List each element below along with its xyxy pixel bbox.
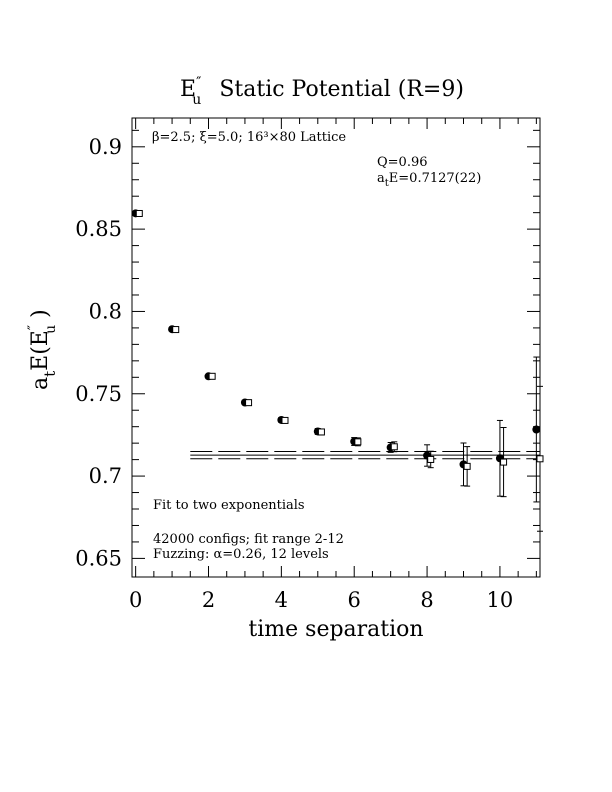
- chart-title: E″ u Static Potential (R=9): [180, 75, 464, 108]
- data-point-square: [354, 438, 362, 446]
- data-point-square: [245, 399, 253, 407]
- energy-annotation: atE=0.7127(22): [377, 171, 481, 189]
- tick-labels: 0 2 4 6 8 10 0.65 0.7 0.75 0.8 0.85 0.9: [75, 135, 513, 612]
- data-point-square: [281, 416, 289, 424]
- data-point-square: [390, 443, 398, 451]
- axis-ticks: [132, 118, 540, 577]
- x-tick-label: 2: [202, 588, 215, 612]
- fit-annotation: Fit to two exponentials: [153, 498, 305, 513]
- x-tick-label: 8: [420, 588, 433, 612]
- y-tick-label: 0.65: [75, 546, 122, 570]
- x-tick-label: 6: [348, 588, 361, 612]
- data-point-square: [427, 455, 435, 463]
- data-point-square: [317, 428, 325, 436]
- configs-annotation: 42000 configs; fit range 2-12: [153, 532, 344, 547]
- y-tick-label: 0.75: [75, 382, 122, 406]
- data-points: [131, 209, 544, 532]
- y-tick-label: 0.9: [89, 135, 122, 159]
- x-tick-label: 4: [275, 588, 288, 612]
- data-point-circle: [532, 425, 541, 434]
- data-point-square: [135, 209, 143, 217]
- y-axis-label: atE(E″u ): [26, 309, 59, 390]
- data-point-square: [536, 455, 544, 463]
- data-point-square: [463, 462, 471, 470]
- x-tick-label: 0: [129, 588, 142, 612]
- fuzz-annotation: Fuzzing: α=0.26, 12 levels: [153, 547, 329, 562]
- y-tick-label: 0.8: [89, 299, 122, 323]
- data-point-square: [172, 326, 180, 334]
- x-tick-label: 10: [487, 588, 514, 612]
- x-axis-label: time separation: [248, 617, 423, 642]
- y-tick-label: 0.85: [75, 217, 122, 241]
- data-point-square: [500, 458, 508, 466]
- fit-lines: [190, 451, 540, 460]
- lattice-annotation: β=2.5; ξ=5.0; 16³×80 Lattice: [152, 130, 346, 145]
- q-annotation: Q=0.96: [377, 155, 428, 170]
- data-point-square: [208, 372, 216, 380]
- y-tick-label: 0.7: [89, 464, 122, 488]
